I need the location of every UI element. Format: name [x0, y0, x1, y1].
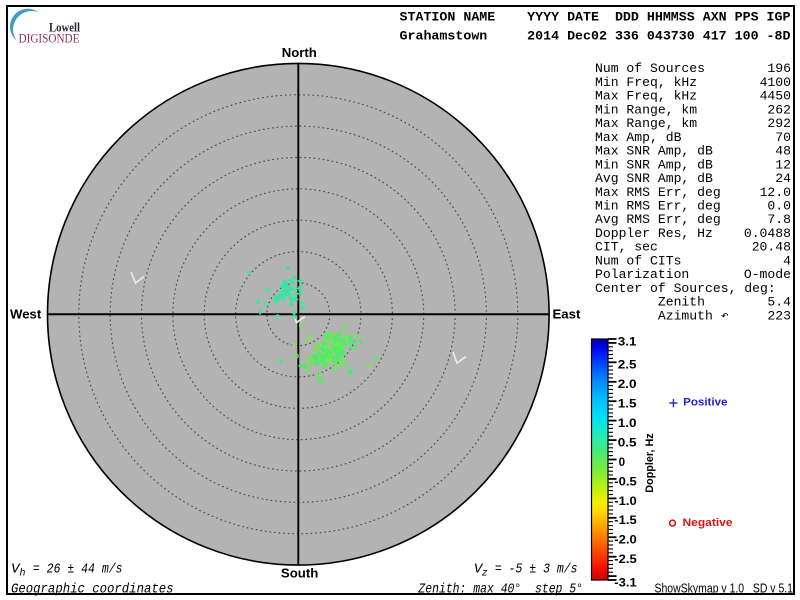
svg-text:-1.5: -1.5 [614, 514, 637, 527]
svg-text:Center of Sources, deg:: Center of Sources, deg: [595, 281, 776, 296]
svg-text:West: West [10, 306, 42, 321]
svg-text:Max Freq, kHz: Max Freq, kHz [595, 89, 697, 104]
svg-text:Doppler, Hz: Doppler, Hz [644, 433, 656, 493]
svg-text:Min Freq, kHz: Min Freq, kHz [595, 75, 697, 90]
svg-text:Azimuth ↶: Azimuth ↶ [595, 308, 729, 323]
svg-text:Max SNR Amp, dB: Max SNR Amp, dB [595, 144, 713, 159]
svg-text:CIT, sec: CIT, sec [595, 240, 658, 255]
svg-text:Max Amp, dB: Max Amp, dB [595, 130, 682, 145]
svg-text:0: 0 [619, 456, 625, 469]
svg-text:-2.0: -2.0 [614, 534, 636, 547]
svg-text:-2.5: -2.5 [614, 553, 637, 566]
svg-text:Zenith: max 40° step 5°: Zenith: max 40° step 5° [418, 581, 583, 597]
svg-text:0.0: 0.0 [767, 199, 791, 214]
svg-text:V: V [474, 562, 484, 578]
svg-text:196: 196 [767, 61, 791, 76]
svg-text:0.0488: 0.0488 [744, 226, 791, 241]
svg-text:Max Range, km: Max Range, km [595, 116, 697, 131]
svg-text:V: V [11, 562, 21, 578]
svg-text:0.5: 0.5 [618, 437, 637, 450]
svg-text:24: 24 [775, 171, 791, 186]
svg-text:Positive: Positive [683, 396, 727, 408]
svg-text:Negative: Negative [683, 517, 733, 529]
svg-text:262: 262 [767, 102, 791, 117]
svg-text:North: North [282, 45, 317, 60]
svg-text:5.4: 5.4 [767, 295, 791, 310]
svg-text:-1.0: -1.0 [614, 495, 636, 508]
svg-text:-3.1: -3.1 [614, 576, 637, 589]
svg-text:1.5: 1.5 [618, 398, 637, 411]
svg-text:292: 292 [767, 116, 791, 131]
svg-text:ShowSkymap v 1.0 SD v 5.1: ShowSkymap v 1.0 SD v 5.1 [655, 580, 794, 595]
svg-text:20.48: 20.48 [752, 240, 791, 255]
svg-text:DIGISONDE: DIGISONDE [19, 32, 80, 46]
svg-text:East: East [553, 307, 581, 322]
svg-text:Lowell: Lowell [49, 20, 80, 34]
svg-text:7.8: 7.8 [767, 212, 791, 227]
svg-text:Min RMS Err, deg: Min RMS Err, deg [595, 199, 721, 214]
svg-text:STATION NAME YYYY DATE DDD: STATION NAME YYYY DATE DDD HHMMSS AXN PP… [400, 10, 791, 25]
svg-text:3.1: 3.1 [618, 335, 637, 348]
svg-text:Num of Sources: Num of Sources [595, 61, 705, 76]
svg-text:223: 223 [767, 308, 791, 323]
svg-text:Avg RMS Err, deg: Avg RMS Err, deg [595, 212, 721, 227]
svg-text:= 26 ± 44 m/s: = 26 ± 44 m/s [26, 562, 123, 578]
svg-text:Geographic coordinates: Geographic coordinates [11, 581, 174, 597]
svg-text:Doppler Res, Hz: Doppler Res, Hz [595, 226, 713, 241]
svg-text:48: 48 [775, 144, 791, 159]
svg-text:Max RMS Err, deg: Max RMS Err, deg [595, 185, 721, 200]
svg-text:1.0: 1.0 [618, 417, 637, 430]
svg-text:h: h [20, 568, 26, 580]
svg-text:2.0: 2.0 [618, 378, 637, 391]
svg-text:Min SNR Amp, dB: Min SNR Amp, dB [595, 157, 713, 172]
svg-text:Polarization: Polarization [595, 267, 689, 282]
svg-text:-0.5: -0.5 [614, 475, 637, 488]
svg-text:70: 70 [775, 130, 791, 145]
svg-text:12.0: 12.0 [760, 185, 792, 200]
svg-text:O-mode: O-mode [744, 267, 791, 282]
svg-text:2.5: 2.5 [618, 359, 637, 372]
svg-text:= -5 ± 3 m/s: = -5 ± 3 m/s [488, 562, 578, 578]
svg-text:Zenith: Zenith [595, 295, 705, 310]
svg-text:4450: 4450 [760, 89, 792, 104]
svg-text:Min Range, km: Min Range, km [595, 102, 697, 117]
svg-text:4: 4 [783, 253, 791, 268]
svg-text:Num of CITs: Num of CITs [595, 253, 681, 268]
svg-text:z: z [482, 569, 488, 580]
svg-text:12: 12 [775, 157, 791, 172]
svg-text:Avg SNR Amp, dB: Avg SNR Amp, dB [595, 171, 713, 186]
svg-text:4100: 4100 [760, 75, 792, 90]
svg-text:Grahamstown 2014 Dec02 336: Grahamstown 2014 Dec02 336 043730 417 10… [400, 29, 791, 44]
svg-text:South: South [281, 566, 318, 581]
